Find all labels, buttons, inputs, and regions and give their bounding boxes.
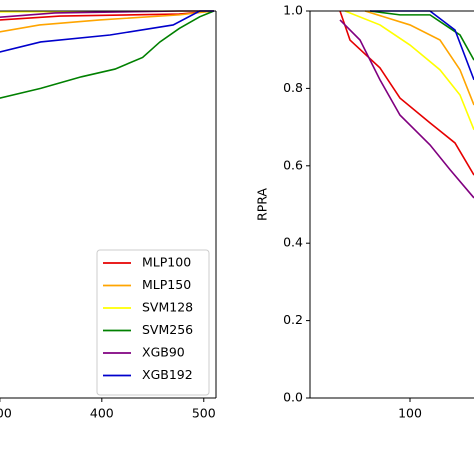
y-tick-label: 1.0 xyxy=(283,3,303,18)
plot xyxy=(339,10,474,199)
series-line xyxy=(339,10,474,176)
series-line xyxy=(370,10,474,81)
legend-label: XGB192 xyxy=(142,367,193,382)
x-tick-label: 400 xyxy=(90,406,114,421)
x-tick-label: 500 xyxy=(192,406,216,421)
legend-label: MLP150 xyxy=(142,277,191,292)
legend-label: SVM128 xyxy=(142,300,193,315)
y-tick-label: 0.2 xyxy=(283,312,303,327)
series-line xyxy=(0,10,215,33)
x-tick-label: 300 xyxy=(0,406,12,421)
series-line xyxy=(369,10,474,61)
series-line xyxy=(364,10,474,106)
y-axis-label: RPRA xyxy=(255,188,270,221)
series-line xyxy=(344,10,474,131)
y-tick-label: 0.4 xyxy=(283,235,303,250)
y-tick-label: 0.0 xyxy=(283,390,303,405)
series-line xyxy=(0,10,215,99)
y-tick-label: 0.8 xyxy=(283,80,303,95)
legend-label: MLP100 xyxy=(142,255,191,270)
series-line xyxy=(339,19,474,199)
legend-label: XGB90 xyxy=(142,345,185,360)
plot xyxy=(0,10,215,99)
y-tick-label: 0.6 xyxy=(283,157,303,172)
x-tick-label: 100 xyxy=(398,406,422,421)
legend-label: SVM256 xyxy=(142,322,193,337)
